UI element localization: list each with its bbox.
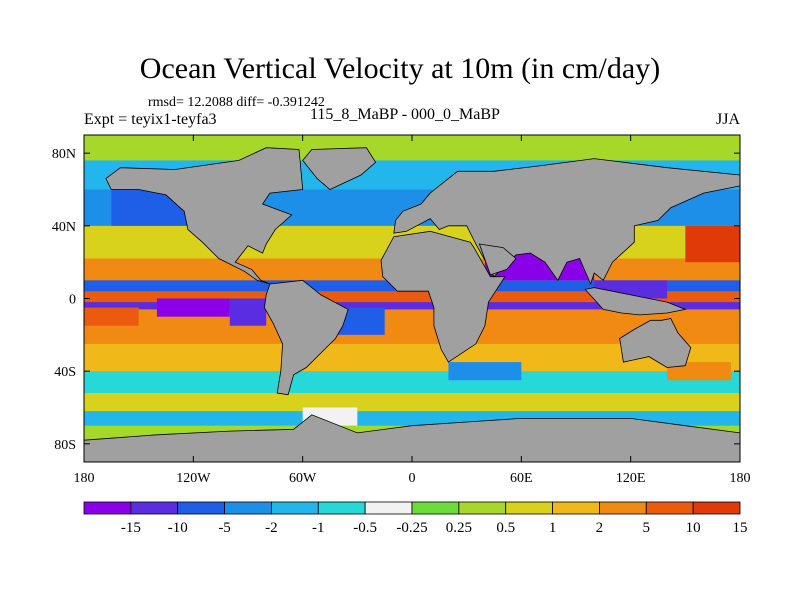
colorbar-label: 1 xyxy=(549,520,557,536)
field-band-11 xyxy=(84,392,740,412)
colorbar-swatch xyxy=(364,501,413,515)
y-tick-label: 40N xyxy=(52,220,76,235)
colorbar-swatch xyxy=(458,501,507,515)
x-tick-label: 180 xyxy=(730,471,751,486)
colorbar-label: 15 xyxy=(733,520,748,536)
colorbar-swatch xyxy=(411,501,460,515)
colorbar-swatch xyxy=(271,501,319,515)
x-tick-label: 180 xyxy=(74,471,95,486)
colorbar-swatch xyxy=(505,501,553,515)
y-tick-label: 40S xyxy=(54,365,76,380)
y-tick-label: 0 xyxy=(69,293,76,308)
y-tick-label: 80N xyxy=(52,147,76,162)
field-band-6 xyxy=(84,291,740,303)
colorbar-label: 2 xyxy=(596,520,604,536)
colorbar-label: -0.5 xyxy=(353,520,377,536)
colorbar-swatch xyxy=(645,501,694,515)
colorbar-swatch xyxy=(177,501,225,515)
colorbar-label: 5 xyxy=(643,520,651,536)
chart-title: Ocean Vertical Velocity at 10m (in cm/da… xyxy=(139,52,661,85)
y-tick-label: 80S xyxy=(54,438,76,453)
land-eurasia xyxy=(393,158,740,286)
field-band-10 xyxy=(84,371,740,394)
field-patch-7 xyxy=(84,307,139,326)
land-indonesia xyxy=(584,287,687,316)
colorbar-label: 10 xyxy=(686,520,701,536)
colorbar-label: 0.5 xyxy=(496,520,515,536)
colorbar-label: -0.25 xyxy=(396,520,427,536)
x-tick-label: 120W xyxy=(176,471,211,486)
field-patch-8 xyxy=(448,362,522,381)
colorbar-label: -1 xyxy=(312,520,325,536)
colorbar: -15 -10 -5 -2 -1 -0.5 -0.25 0.25 0.5 1 2 5 10 15 xyxy=(83,501,748,536)
colorbar-swatch xyxy=(130,501,179,515)
land-australia xyxy=(619,318,692,368)
colorbar-label: -5 xyxy=(218,520,231,536)
colorbar-swatch xyxy=(599,501,647,515)
land-antarctica xyxy=(84,414,740,462)
land-arabia xyxy=(478,243,517,276)
colorbar-swatch xyxy=(552,501,600,515)
land-greenland xyxy=(302,147,377,190)
colorbar-swatch xyxy=(224,501,272,515)
colorbar-swatch xyxy=(83,501,132,515)
land-north-america xyxy=(105,147,304,285)
field-patch-6 xyxy=(685,225,740,263)
colorbar-label: -2 xyxy=(265,520,278,536)
field-patch-10 xyxy=(667,362,731,381)
field-patch-1 xyxy=(156,298,230,317)
colorbar-swatch xyxy=(317,501,366,515)
map-axes: 180 120W 60W 0 60E 120E 180 80N 40N 0 40S 80S xyxy=(52,135,751,486)
map-field xyxy=(84,135,740,462)
x-tick-label: 60W xyxy=(289,471,317,486)
land-africa xyxy=(380,230,506,363)
colorbar-label: -15 xyxy=(121,520,141,536)
field-patch-2 xyxy=(229,298,267,326)
colorbar-label: 0.25 xyxy=(446,520,472,536)
experiment-label: Expt = teyix1-teyfa3 xyxy=(84,111,217,128)
land-south-america xyxy=(263,279,349,396)
rmsd-diff-stats: rmsd= 12.2088 diff= -0.391242 xyxy=(148,95,325,110)
x-tick-label: 60E xyxy=(510,471,533,486)
colorbar-swatch xyxy=(692,501,741,515)
x-tick-label: 120E xyxy=(616,471,646,486)
period-subtitle: 115_8_MaBP - 000_0_MaBP xyxy=(310,106,500,123)
field-band-7 xyxy=(84,302,740,310)
x-tick-label: 0 xyxy=(409,471,416,486)
season-label: JJA xyxy=(716,111,741,128)
colorbar-label: -10 xyxy=(168,520,188,536)
